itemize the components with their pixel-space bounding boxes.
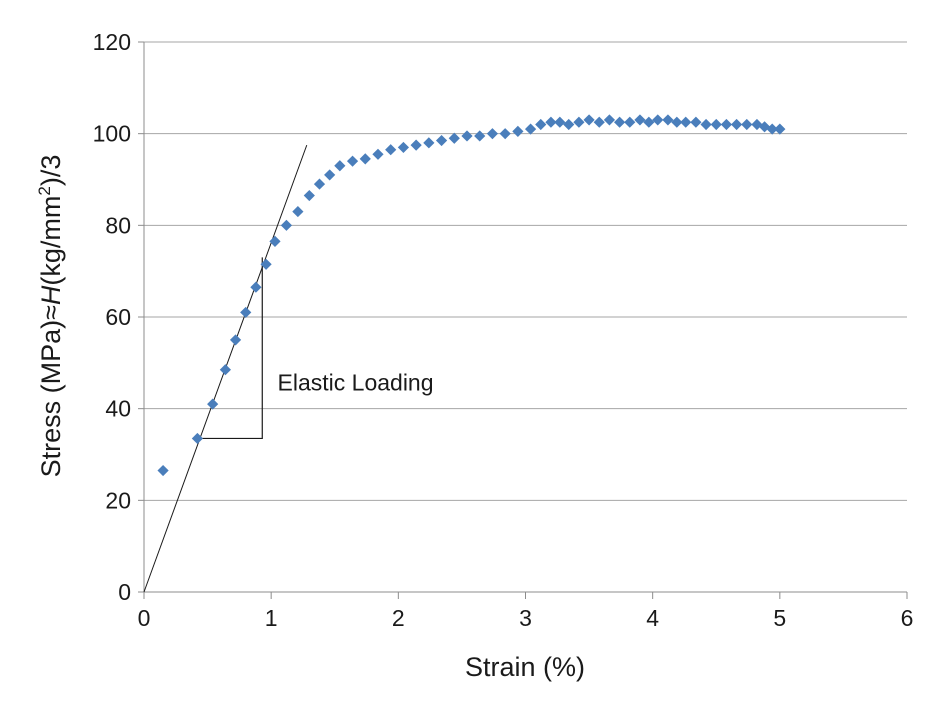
- data-point: [157, 464, 169, 477]
- y-tick-label-100: 100: [93, 121, 131, 147]
- data-point: [573, 116, 585, 128]
- data-point: [397, 141, 410, 154]
- data-point: [448, 132, 460, 144]
- x-tick-label-4: 4: [646, 605, 659, 631]
- data-points: [157, 114, 786, 477]
- axes: [138, 41, 908, 599]
- data-point: [535, 118, 547, 131]
- data-point: [624, 116, 636, 128]
- data-point: [334, 160, 346, 172]
- data-point: [486, 128, 499, 140]
- data-point: [774, 123, 786, 135]
- x-tick-label-2: 2: [392, 605, 405, 631]
- y-axis-title: Stress (MPa)≈H(kg/mm2)/3: [35, 155, 66, 478]
- y-axis-title-part-3: (kg/mm: [36, 196, 66, 286]
- slope-triangle: [199, 257, 263, 440]
- data-point: [593, 116, 605, 128]
- gridlines: [144, 41, 907, 501]
- data-point: [583, 114, 595, 126]
- data-point: [741, 118, 753, 131]
- data-point: [643, 116, 655, 128]
- data-point: [207, 398, 219, 410]
- data-point: [346, 155, 359, 167]
- x-tick-label-3: 3: [519, 605, 532, 631]
- data-point: [652, 114, 664, 126]
- data-point: [191, 432, 204, 445]
- data-point: [372, 148, 384, 160]
- data-point: [410, 139, 422, 151]
- data-point: [260, 258, 272, 270]
- data-point: [219, 364, 231, 376]
- y-tick-label-0: 0: [118, 579, 131, 605]
- x-tick-label-6: 6: [901, 605, 914, 631]
- data-point: [662, 114, 674, 126]
- annotations: Elastic Loading: [278, 369, 434, 395]
- data-point: [435, 134, 448, 147]
- data-point: [554, 116, 566, 128]
- y-tick-label-60: 60: [105, 304, 131, 330]
- data-point: [280, 219, 293, 231]
- y-axis-title-part-5: )/3: [36, 155, 66, 187]
- tick-labels: 0 20 40 60 80 100 120 0 1 2 3 4 5 6: [93, 29, 914, 631]
- data-point: [499, 128, 511, 140]
- y-tick-label-80: 80: [105, 212, 131, 238]
- data-point: [240, 306, 252, 319]
- data-point: [474, 130, 486, 142]
- data-point: [303, 189, 315, 202]
- data-point: [250, 281, 262, 293]
- data-point: [313, 178, 326, 190]
- data-point: [603, 114, 616, 126]
- data-point: [720, 118, 733, 131]
- y-axis-title-part-4: 2: [35, 186, 54, 195]
- x-tick-label-1: 1: [265, 605, 278, 631]
- data-point: [524, 123, 537, 135]
- data-point: [359, 153, 371, 165]
- data-point: [730, 118, 743, 131]
- y-tick-label-120: 120: [93, 29, 131, 55]
- annotation-elastic-loading: Elastic Loading: [278, 369, 434, 395]
- x-axis-title: Strain (%): [465, 652, 585, 682]
- data-point: [690, 116, 702, 128]
- y-axis-title-part-1: Stress (MPa)≈: [36, 305, 66, 478]
- y-axis-title-part-2: H: [36, 285, 66, 305]
- data-point: [324, 169, 336, 181]
- data-point: [229, 334, 242, 346]
- data-point: [634, 114, 646, 126]
- data-point: [710, 118, 722, 131]
- data-point: [680, 116, 692, 128]
- y-tick-label-20: 20: [105, 487, 131, 513]
- data-point: [700, 118, 712, 131]
- data-point: [614, 116, 626, 128]
- data-point: [385, 144, 397, 156]
- data-point: [545, 116, 557, 128]
- x-tick-label-5: 5: [773, 605, 786, 631]
- data-point: [292, 205, 304, 218]
- x-tick-label-0: 0: [138, 605, 151, 631]
- data-point: [563, 118, 575, 131]
- data-point: [423, 137, 435, 149]
- data-point: [269, 235, 281, 247]
- y-tick-label-40: 40: [105, 396, 131, 422]
- data-point: [671, 116, 683, 128]
- data-point: [766, 123, 778, 135]
- data-point: [512, 125, 524, 137]
- data-point: [461, 130, 473, 142]
- data-point: [758, 121, 771, 133]
